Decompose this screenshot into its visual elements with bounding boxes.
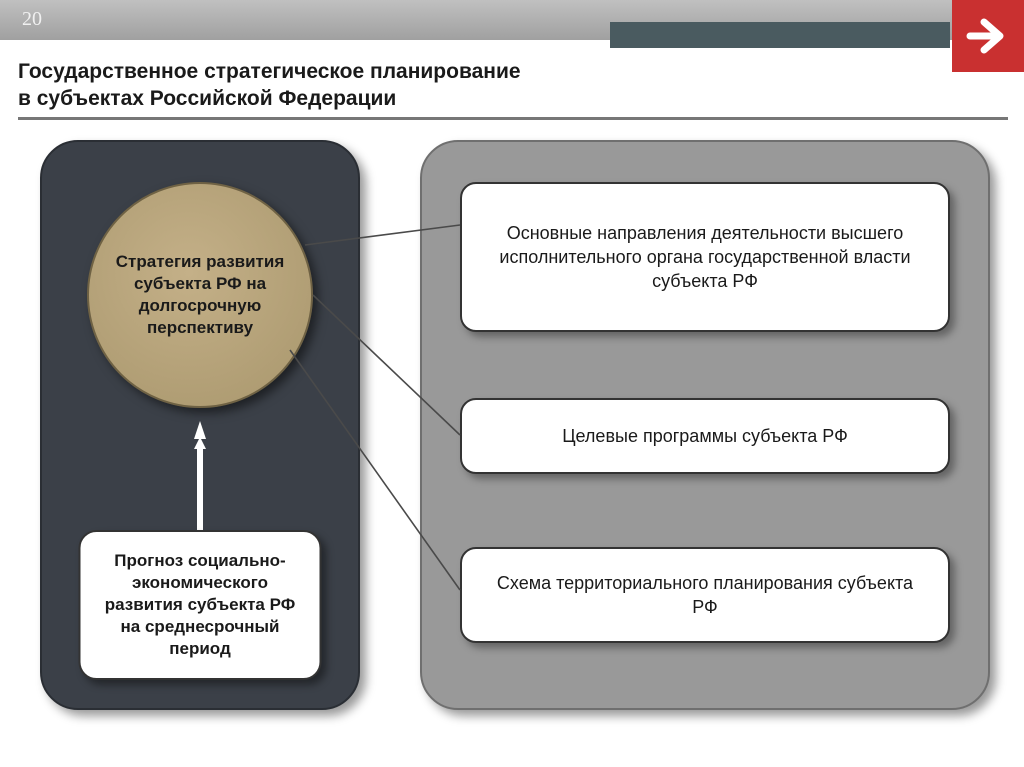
- header-accent-bar: [610, 22, 950, 48]
- scheme-box-label: Схема территориального планирования субъ…: [490, 571, 920, 620]
- programs-box: Целевые программы субъекта РФ: [460, 398, 950, 474]
- slide-title: Государственное стратегическое планирова…: [18, 58, 944, 120]
- directions-box-label: Основные направления деятельности высшег…: [490, 221, 920, 294]
- dashed-arrow-icon: [194, 417, 206, 537]
- directions-box: Основные направления деятельности высшег…: [460, 182, 950, 332]
- forecast-box-label: Прогноз социально-экономического развити…: [95, 550, 306, 660]
- forecast-box: Прогноз социально-экономического развити…: [79, 530, 322, 680]
- programs-box-label: Целевые программы субъекта РФ: [562, 424, 848, 448]
- scheme-box: Схема территориального планирования субъ…: [460, 547, 950, 643]
- page-number: 20: [22, 8, 42, 31]
- strategy-circle: Стратегия развития субъекта РФ на долгос…: [87, 182, 313, 408]
- right-panel: Основные направления деятельности высшег…: [420, 140, 990, 710]
- logo-arrow-icon: [952, 0, 1024, 72]
- title-line1: Государственное стратегическое планирова…: [18, 60, 521, 83]
- left-panel: Стратегия развития субъекта РФ на долгос…: [40, 140, 360, 710]
- title-line2: в субъектах Российской Федерации: [18, 87, 396, 110]
- strategy-circle-label: Стратегия развития субъекта РФ на долгос…: [111, 251, 289, 339]
- title-underline: [18, 117, 1008, 120]
